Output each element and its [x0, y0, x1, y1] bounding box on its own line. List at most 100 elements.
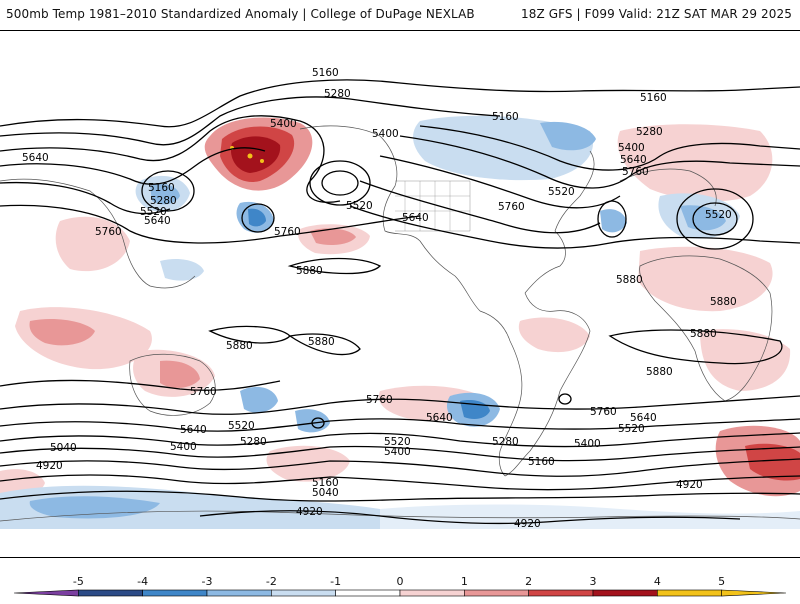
colorbar: -5 -4 -3 -2 -1 0 1 2 3 4 5 [0, 572, 800, 600]
contour-label: 5280 [492, 436, 519, 448]
colorbar-segment [206, 589, 272, 597]
colorbar-tick-label: -3 [202, 575, 213, 588]
contour-5280-south [0, 445, 800, 462]
contour-label: 5640 [144, 215, 171, 227]
contour-label: 4920 [36, 460, 63, 472]
contour-closed-low-pacific-inner [321, 170, 359, 196]
coastline-australia [129, 353, 216, 416]
map-canvas: 5160 5280 5160 5400 5400 5160 5280 5400 … [0, 67, 800, 530]
colorbar-tick-label: -5 [73, 575, 84, 588]
contour-label: 5640 [402, 212, 429, 224]
contour-5040-south [0, 474, 800, 491]
coastline-antarctica [0, 510, 800, 522]
contour-label: 5160 [640, 92, 667, 104]
colorbar-segment [592, 589, 658, 597]
coastline-europe [619, 168, 717, 207]
contour-5520-atlantic [379, 155, 621, 209]
anomaly-patch-antarctic-east [380, 504, 800, 529]
anomaly-patch-antarctic-core [29, 496, 160, 519]
colorbar-tick-label: -2 [266, 575, 277, 588]
anomaly-patch-s-america [518, 317, 590, 353]
contour-label: 5880 [690, 328, 717, 340]
contour-5760-atlantic [349, 205, 800, 249]
us-state-grid [395, 181, 470, 231]
contour-closed-low-pacific [309, 160, 371, 206]
colorbar-segment [657, 589, 722, 597]
contour-5880-spac-c [288, 333, 361, 356]
anomaly-patch-npac-core [310, 228, 356, 245]
contour-5640-north [0, 181, 171, 215]
contour-label: 5160 [528, 456, 555, 468]
contour-label: 5160 [492, 111, 519, 123]
colorbar-tick-label: -4 [137, 575, 148, 588]
anomaly-patch-atlantic-low [600, 209, 627, 233]
contour-5280-atlantic [419, 125, 800, 171]
coastline-africa [639, 255, 773, 402]
contour-5160-north [0, 79, 800, 128]
colorbar-segment [78, 589, 143, 597]
contour-label: 5520 [384, 436, 411, 448]
colorbar-segment [721, 589, 787, 597]
contour-label: 5400 [618, 142, 645, 154]
colorbar-segment [528, 589, 594, 597]
contour-4920-south [0, 490, 800, 502]
anomaly-patch-africa-south [700, 329, 791, 391]
contour-label: 5880 [616, 274, 643, 286]
anomaly-patch-greenland [540, 121, 596, 151]
contour-5880-africa [608, 329, 783, 365]
colorbar-segment [399, 589, 465, 597]
contour-label: 5640 [22, 152, 49, 164]
contour-closed-low-europe [676, 188, 754, 250]
contour-label: 5280 [636, 126, 663, 138]
contour-label: 5520 [346, 200, 373, 212]
contour-label: 5760 [274, 226, 301, 238]
contour-label: 5640 [630, 412, 657, 424]
contour-label: 5760 [590, 406, 617, 418]
contour-closed-low-kamchatka [141, 170, 195, 212]
coastline-asia [0, 178, 196, 289]
colorbar-tick-label: 4 [654, 575, 661, 588]
anomaly-patch-south-atlantic-core [745, 443, 800, 481]
contour-5640-atlantic [359, 180, 601, 234]
contour-label: 5400 [170, 441, 197, 453]
contour-label: 5880 [710, 296, 737, 308]
contour-label: 5760 [190, 386, 217, 398]
contour-label: 5400 [384, 446, 411, 458]
contour-label: 5160 [312, 67, 339, 79]
contour-label: 5520 [548, 186, 575, 198]
contour-label: 4920 [296, 506, 323, 518]
contour-closed-low-europe-inner [692, 202, 738, 236]
us-state-borders [395, 180, 471, 232]
anomaly-patch-indian-core [29, 319, 96, 346]
colorbar-segment [142, 589, 208, 597]
contour-label: 5400 [372, 128, 399, 140]
contour-closed-low-gulf [241, 203, 275, 233]
contour-label: 5520 [140, 206, 167, 218]
colorbar-segment [464, 589, 529, 597]
contour-5760-south [0, 379, 281, 391]
contour-label: 4920 [676, 479, 703, 491]
contour-label: 5280 [150, 195, 177, 207]
colorbar-segment [13, 589, 79, 597]
anomaly-patch-alaska-max [230, 136, 281, 173]
contour-5520-south [0, 418, 800, 432]
anomaly-patch-tasman [240, 386, 278, 413]
contour-label: 5520 [618, 423, 645, 435]
anomaly-patch-gulf-alaska-core [248, 208, 266, 227]
contour-5400-south [0, 432, 800, 448]
header: 500mb Temp 1981–2010 Standardized Anomal… [0, 0, 800, 30]
contour-5160-south [0, 458, 800, 477]
colorbar-segment [335, 589, 401, 597]
map-title: 500mb Temp 1981–2010 Standardized Anomal… [6, 7, 475, 21]
anomaly-patch-africa-north [638, 246, 773, 312]
contour-closed-low-atlantic [597, 200, 627, 238]
contour-label: 5880 [308, 336, 335, 348]
coastlines [0, 125, 800, 522]
contour-label: 5520 [705, 209, 732, 221]
anomaly-patch-australia-core [160, 360, 200, 388]
height-contours [0, 79, 800, 525]
extreme-anomaly-spot [260, 159, 264, 163]
contour-5760-north [0, 204, 421, 244]
contour-label: 5640 [180, 424, 207, 436]
contour-label: 5160 [148, 182, 175, 194]
